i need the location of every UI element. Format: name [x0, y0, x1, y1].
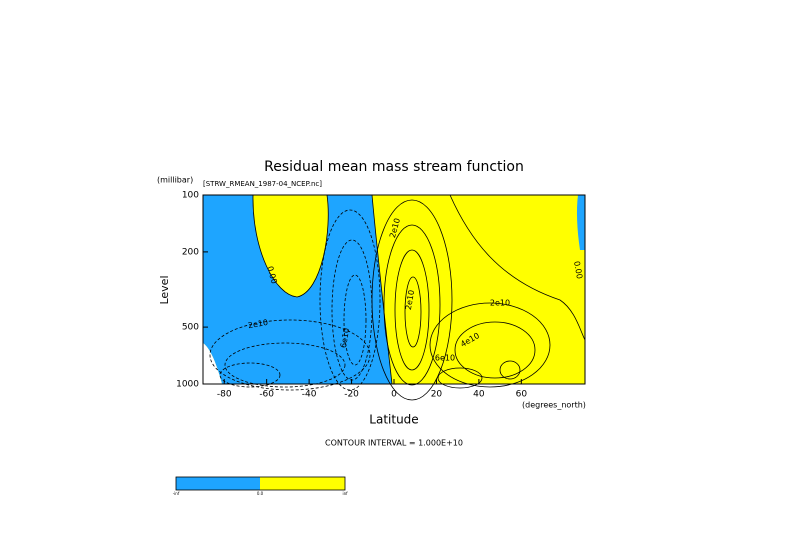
y-tick-label: 1000 — [176, 380, 199, 390]
contour-line — [394, 249, 430, 371]
colorbar-positive — [260, 477, 345, 490]
chart-title: Residual mean mass stream function — [264, 159, 524, 175]
contour-line — [454, 321, 536, 379]
x-tick-label: 0 — [391, 390, 397, 400]
x-tick-label: 20 — [431, 390, 443, 400]
contours — [209, 194, 586, 401]
negative-region — [576, 195, 585, 250]
y-axis-label: Level — [158, 275, 171, 304]
x-tick-label: -60 — [259, 390, 274, 400]
x-axis-label: Latitude — [369, 413, 418, 427]
colorbar-frame — [175, 476, 346, 491]
contour-line — [319, 209, 381, 391]
colorbar-label: inf — [342, 491, 348, 496]
contour-line — [219, 362, 281, 388]
contour-line — [224, 342, 346, 388]
contour-label: 6e10 — [339, 327, 351, 348]
contour-line — [209, 319, 371, 391]
x-tick-label: 60 — [516, 390, 528, 400]
subtitle: [STRW_RMEAN_1987-04_NCEP.nc] — [203, 180, 322, 188]
y-unit: (millibar) — [157, 176, 193, 185]
contour-label: 0.00 — [572, 260, 584, 279]
contour-line — [404, 276, 422, 348]
x-tick-label: 40 — [473, 390, 485, 400]
missing-region — [203, 343, 222, 384]
contour-line — [449, 194, 586, 341]
zero-contour — [252, 194, 329, 298]
contour-line — [343, 274, 367, 366]
y-tick-label: 500 — [182, 323, 199, 333]
y-tick-label: 100 — [182, 191, 199, 201]
contour-label: 6e10 — [435, 354, 455, 363]
contour-line — [371, 199, 453, 401]
x-tick-label: -20 — [344, 390, 359, 400]
contour-line — [437, 367, 483, 389]
x-tick-label: -80 — [217, 390, 232, 400]
contour-label: 2e10 — [404, 289, 416, 310]
negative-region — [203, 195, 392, 384]
x-unit: (degrees_north) — [522, 401, 586, 410]
contour-interval-note: CONTOUR INTERVAL = 1.000E+10 — [325, 439, 463, 448]
contour-label: 2e10 — [490, 299, 510, 308]
zero-contour — [371, 194, 393, 385]
contour-label: 2e10 — [247, 318, 268, 330]
contour-line — [383, 224, 441, 386]
contour-line — [499, 360, 521, 380]
colorbar-label: 0.0 — [257, 491, 264, 496]
colorbar-label: -inf — [173, 491, 180, 496]
colorbar-negative — [176, 477, 260, 490]
x-tick-label: -40 — [302, 390, 317, 400]
contour-label: 0.00 — [265, 265, 278, 285]
contour-line — [429, 302, 551, 388]
y-tick-label: 200 — [182, 247, 199, 257]
